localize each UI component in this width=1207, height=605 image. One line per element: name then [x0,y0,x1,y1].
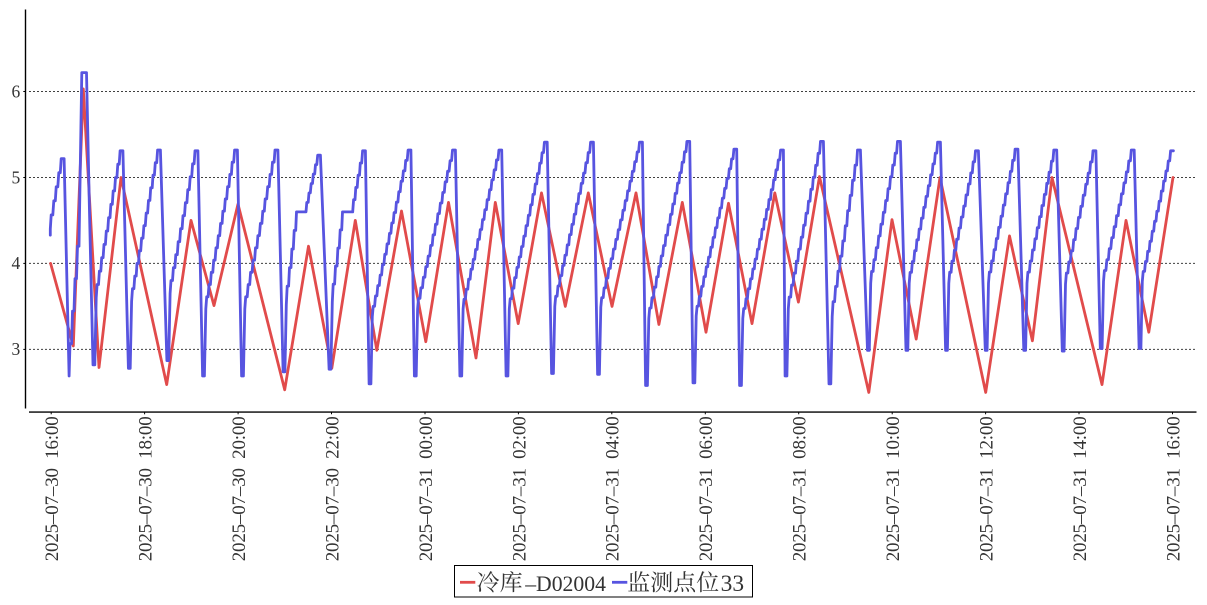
svg-text:–D02004: –D02004 [524,572,606,596]
svg-text:6: 6 [11,81,20,101]
svg-text:2025–07–31 06:00: 2025–07–31 06:00 [696,416,717,561]
svg-text:2025–07–31 10:00: 2025–07–31 10:00 [883,416,904,561]
svg-text:33: 33 [721,571,745,597]
svg-text:2025–07–30 22:00: 2025–07–30 22:00 [322,416,343,561]
svg-text:2025–07–31 02:00: 2025–07–31 02:00 [509,416,530,561]
svg-text:2025–07–30 16:00: 2025–07–30 16:00 [42,416,63,561]
svg-text:2025–07–31 16:00: 2025–07–31 16:00 [1163,416,1184,561]
svg-text:2025–07–31 08:00: 2025–07–31 08:00 [790,416,811,561]
svg-text:2025–07–30 18:00: 2025–07–30 18:00 [136,416,157,561]
svg-text:3: 3 [11,339,20,359]
svg-text:2025–07–31 00:00: 2025–07–31 00:00 [416,416,437,561]
svg-text:2025–07–31 12:00: 2025–07–31 12:00 [977,416,998,561]
svg-text:4: 4 [11,253,20,273]
svg-text:2025–07–30 20:00: 2025–07–30 20:00 [229,416,250,561]
svg-text:5: 5 [11,167,20,187]
svg-text:2025–07–31 04:00: 2025–07–31 04:00 [603,416,624,561]
svg-text:2025–07–31 14:00: 2025–07–31 14:00 [1070,416,1091,561]
